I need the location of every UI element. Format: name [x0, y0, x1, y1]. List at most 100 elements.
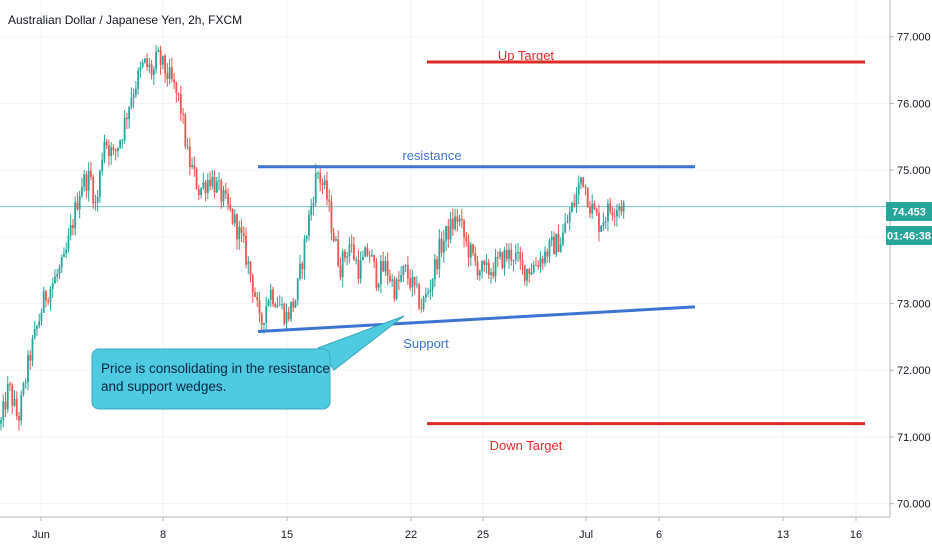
candle-body [195, 168, 198, 189]
candle [220, 178, 223, 209]
candle-body [472, 244, 474, 254]
candle [27, 350, 29, 391]
candle-body [319, 172, 322, 183]
x-tick-label: 16 [850, 529, 862, 541]
candle [15, 391, 18, 420]
candle-body [312, 202, 315, 206]
candle [413, 276, 416, 295]
candle-body [400, 275, 403, 282]
candle [166, 63, 169, 87]
candle [451, 208, 454, 236]
candle-body [81, 187, 83, 196]
candle-body [231, 208, 234, 224]
candle [299, 255, 301, 281]
candle-body [200, 187, 202, 196]
candle-body [467, 241, 470, 258]
candle [591, 194, 594, 219]
support-line [257, 305, 696, 334]
candle-body [164, 55, 166, 74]
candle-body [27, 355, 29, 383]
candle-body [368, 255, 371, 257]
candle [114, 148, 117, 161]
candle [29, 350, 32, 370]
candle [92, 174, 95, 209]
candle [388, 269, 391, 284]
candle-body [63, 253, 65, 258]
candle [258, 291, 261, 323]
candle-body [505, 250, 508, 259]
candle [119, 139, 122, 150]
candle [233, 209, 236, 227]
candle [532, 260, 535, 275]
candle-body [13, 399, 16, 406]
candle [622, 200, 625, 219]
candle-body [449, 218, 452, 240]
candle-body [379, 261, 382, 285]
y-tick-label: 75.000 [897, 165, 931, 177]
candle [74, 196, 77, 236]
candle [0, 416, 2, 431]
candle-body [519, 252, 522, 261]
candle [177, 92, 180, 102]
candle-body [42, 291, 45, 313]
candle-body [139, 66, 142, 71]
candle [161, 55, 164, 70]
candle-body [90, 170, 92, 177]
candle-body [251, 275, 254, 293]
candle [191, 157, 193, 170]
candle [546, 248, 549, 263]
candle-body [276, 305, 279, 307]
x-tick-label: Jul [579, 529, 593, 541]
candle-body [440, 238, 443, 253]
candle [103, 134, 106, 164]
candle-body [47, 300, 50, 303]
candle-body [114, 149, 117, 151]
candle-body [600, 225, 603, 232]
candle [110, 141, 113, 165]
candle-body [526, 268, 528, 281]
up-target-label: Up Target [498, 48, 555, 63]
candle-body [348, 244, 351, 257]
candle-body [541, 258, 544, 264]
candle-body [517, 252, 519, 254]
candle [393, 275, 396, 302]
candle [317, 171, 319, 179]
candle-body [501, 252, 504, 268]
candle [564, 213, 567, 234]
candle-body [112, 147, 115, 150]
candle-body [119, 140, 122, 148]
candle [72, 218, 74, 236]
candle [9, 381, 11, 392]
candle [553, 231, 555, 255]
candle [213, 170, 216, 199]
candle [550, 231, 553, 247]
candle [49, 286, 52, 311]
candle-body [503, 250, 506, 268]
candle-body [532, 264, 535, 273]
candle-body [161, 55, 164, 65]
candle-body [335, 239, 337, 241]
candle-body [236, 214, 238, 240]
candle-body [568, 212, 571, 222]
candle [130, 87, 133, 110]
candle-body [202, 182, 205, 188]
candle-body [490, 272, 492, 275]
candle [555, 233, 558, 258]
candle [56, 269, 59, 282]
candle-body [451, 218, 454, 230]
candle [382, 251, 385, 273]
candle-body [229, 204, 232, 209]
candle-body [269, 289, 272, 301]
candle [328, 189, 331, 212]
candle-body [69, 225, 72, 236]
candle [294, 299, 297, 308]
candle-body [485, 262, 488, 266]
candle-body [110, 147, 113, 156]
candle-body [548, 240, 551, 257]
candle [402, 265, 405, 283]
candle [339, 257, 342, 281]
candle-body [36, 325, 38, 329]
candle [517, 243, 519, 262]
candle-body [373, 254, 376, 262]
candle [598, 204, 600, 242]
